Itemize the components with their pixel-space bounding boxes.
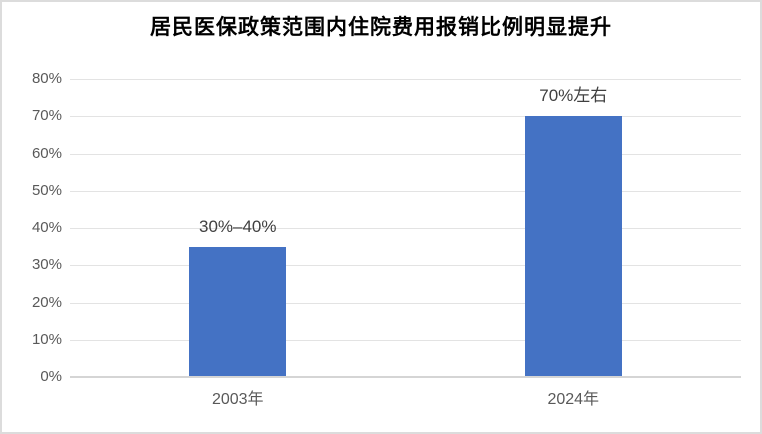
bar-value-label: 30%–40% — [198, 216, 277, 236]
gridline — [70, 265, 741, 267]
chart-title: 居民医保政策范围内住院费用报销比例明显提升 — [150, 16, 612, 39]
x-category-label: 2024年 — [547, 391, 600, 408]
x-category-label: 2003年 — [211, 391, 264, 408]
y-tick-label: 50% — [31, 181, 62, 199]
gridline — [70, 190, 741, 192]
bar-2024 — [524, 116, 622, 376]
y-tick-label: 10% — [31, 330, 62, 348]
y-tick-label: 60% — [31, 144, 62, 162]
gridline — [70, 79, 741, 80]
y-tick-label: 40% — [31, 219, 62, 236]
gridline — [70, 339, 741, 341]
gridline — [70, 228, 741, 229]
gridline — [70, 116, 741, 118]
gridline — [70, 302, 741, 304]
bar-value-label: 70%左右 — [539, 86, 608, 106]
y-tick-label: 30% — [31, 256, 62, 274]
bar-2003 — [189, 246, 287, 376]
y-tick-label: 20% — [31, 293, 62, 311]
y-tick-label: 80% — [31, 70, 62, 87]
gridline — [70, 153, 741, 155]
y-tick-label: 0% — [40, 368, 62, 385]
x-axis-line — [70, 376, 741, 378]
y-tick-label: 70% — [31, 107, 62, 125]
